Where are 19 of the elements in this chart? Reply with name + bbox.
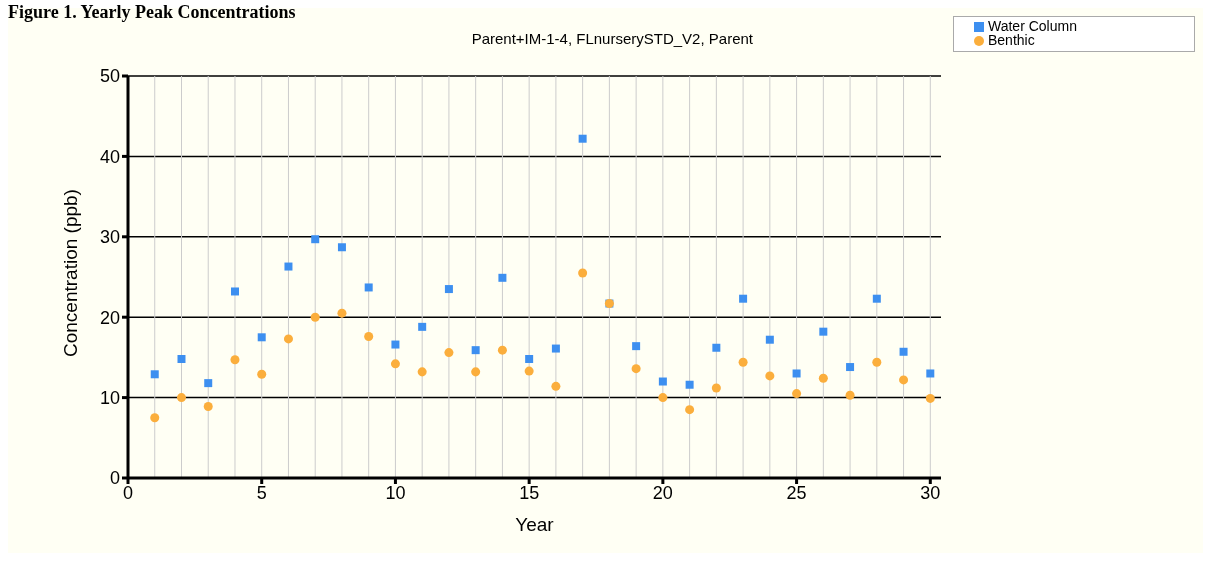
y-tick-label: 40	[99, 146, 120, 167]
x-tick-label: 15	[519, 482, 540, 503]
y-axis-title: Concentration (ppb)	[59, 189, 81, 357]
x-tick-label: 30	[920, 482, 941, 503]
x-tick-label: 10	[385, 482, 406, 503]
x-axis-title: Year	[515, 514, 555, 535]
legend-label: Water Column	[988, 18, 1077, 34]
x-tick-label: 5	[256, 482, 267, 503]
y-tick-label: 50	[99, 66, 120, 87]
y-tick-label: 20	[99, 307, 120, 328]
chart-subtitle: Parent+IM-1-4, FLnurserySTD_V2, Parent	[471, 30, 753, 47]
y-tick-label: 10	[99, 387, 120, 408]
legend-label: Benthic	[988, 32, 1035, 48]
chart-title: Figure 1. Yearly Peak Concentrations	[8, 2, 296, 23]
x-tick-label: 20	[652, 482, 673, 503]
y-tick-label: 0	[109, 468, 120, 489]
x-tick-label: 0	[122, 482, 134, 503]
x-tick-label: 25	[786, 482, 807, 503]
y-tick-label: 30	[99, 227, 120, 248]
